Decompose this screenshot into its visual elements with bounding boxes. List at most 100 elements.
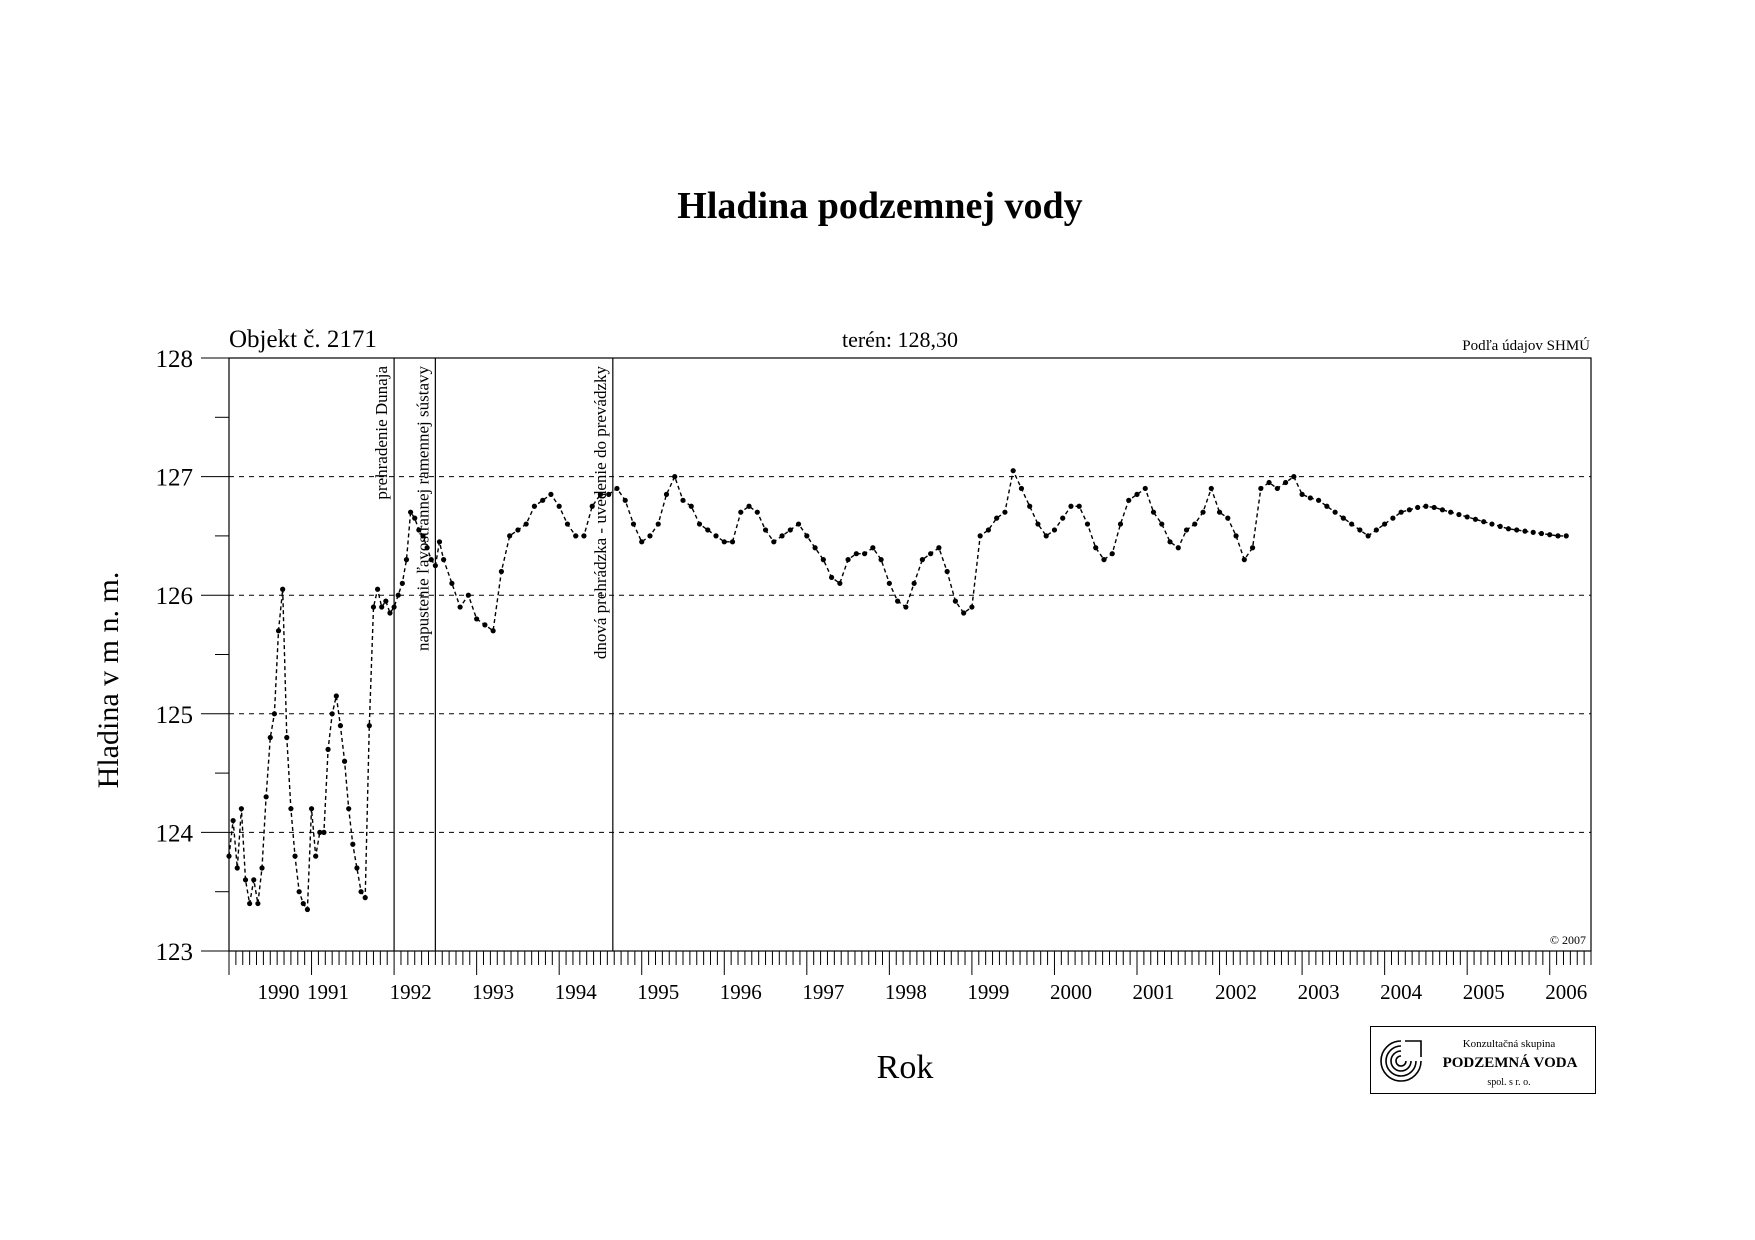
data-point (762, 527, 769, 533)
data-point (263, 794, 269, 800)
data-point (696, 521, 703, 527)
data-point (1208, 485, 1214, 492)
data-point (498, 568, 504, 575)
data-point (362, 895, 368, 901)
x-axis-label: Rok (877, 1049, 934, 1086)
y-tick-label: 127 (156, 465, 194, 492)
data-point (1555, 533, 1561, 539)
data-point (655, 521, 661, 527)
data-point (465, 592, 471, 598)
company-logo-icon (1380, 1040, 1422, 1082)
data-point (936, 545, 942, 551)
data-point (705, 527, 711, 533)
data-point (581, 533, 587, 539)
x-tick-label: 2004 (1380, 980, 1423, 1004)
x-tick-label: 1997 (802, 980, 844, 1004)
data-point (787, 527, 793, 533)
data-point (1299, 491, 1305, 497)
data-point (432, 562, 438, 569)
data-point (271, 711, 277, 717)
object-label: Objekt č. 2171 (229, 326, 377, 353)
data-point (1340, 515, 1346, 521)
x-tick-label: 1990 (258, 980, 300, 1004)
logo-line-3: spol. s r. o. (1487, 1077, 1531, 1088)
data-point (672, 474, 678, 480)
data-point (1068, 503, 1074, 509)
x-tick-label: 2001 (1133, 980, 1175, 1004)
data-point (449, 580, 455, 586)
x-tick-label: 2000 (1050, 980, 1092, 1004)
logo-line-2: PODZEMNÁ VODA (1442, 1055, 1578, 1071)
data-point (1530, 529, 1536, 535)
data-point (977, 533, 983, 539)
x-tick-label: 1991 (307, 980, 349, 1004)
data-point (1192, 521, 1198, 527)
x-tick-label: 1992 (390, 980, 432, 1004)
data-point (374, 586, 381, 592)
data-point (870, 545, 876, 551)
copyright-label: © 2007 (1550, 933, 1586, 947)
data-point (408, 509, 414, 515)
data-point (928, 551, 934, 557)
data-point (1406, 507, 1412, 513)
y-tick-label: 128 (156, 346, 194, 373)
data-point (1101, 557, 1107, 563)
source-label: Podľa údajov SHMÚ (1462, 337, 1590, 354)
data-point (1307, 495, 1313, 501)
event-label: prehradenie Dunaja (372, 366, 391, 500)
data-point (903, 604, 909, 610)
data-point (1522, 528, 1528, 534)
data-point (1060, 515, 1066, 521)
y-tick-label: 123 (156, 939, 194, 966)
data-point (379, 604, 385, 610)
data-point (573, 533, 579, 539)
logo-line-1: Konzultačná skupina (1462, 1038, 1556, 1050)
data-point (969, 604, 975, 610)
data-point (738, 509, 744, 515)
x-tick-label: 1998 (885, 980, 927, 1004)
data-point (284, 734, 290, 741)
data-point (1035, 521, 1041, 527)
data-point (1538, 530, 1545, 537)
data-point (647, 533, 653, 539)
data-point (358, 889, 364, 895)
y-axis-label: Hladina v m n. m. (92, 572, 125, 789)
data-point (606, 491, 612, 497)
data-point (292, 853, 298, 859)
data-point (1382, 521, 1388, 527)
data-point (420, 533, 426, 539)
data-point (341, 758, 348, 764)
plot-frame (228, 357, 1592, 952)
data-point (255, 900, 261, 907)
x-tick-label: 2003 (1298, 980, 1340, 1004)
data-point (564, 521, 571, 527)
data-point (280, 586, 286, 592)
data-point (490, 628, 496, 634)
data-point (771, 539, 777, 545)
data-point (944, 568, 950, 575)
data-point (383, 598, 389, 604)
data-point (795, 521, 802, 527)
data-point (300, 900, 306, 907)
data-point (296, 889, 302, 895)
data-point (387, 610, 393, 616)
terrain-label: terén: 128,30 (842, 327, 958, 352)
data-point (242, 877, 249, 883)
data-point (1274, 485, 1280, 492)
event-label: dnová prehrádzka - uvedenie do prevádzky (591, 366, 610, 660)
data-point (886, 580, 892, 586)
data-point (441, 557, 447, 563)
data-point (275, 628, 282, 634)
data-point (482, 622, 488, 628)
data-point (688, 503, 694, 509)
data-point (1563, 533, 1569, 539)
data-point (1472, 516, 1479, 522)
data-point (391, 604, 397, 610)
data-point (828, 574, 835, 581)
data-point (597, 491, 604, 497)
data-point (1431, 504, 1437, 511)
data-point (321, 829, 327, 836)
data-point (895, 598, 901, 604)
data-point (721, 539, 727, 545)
